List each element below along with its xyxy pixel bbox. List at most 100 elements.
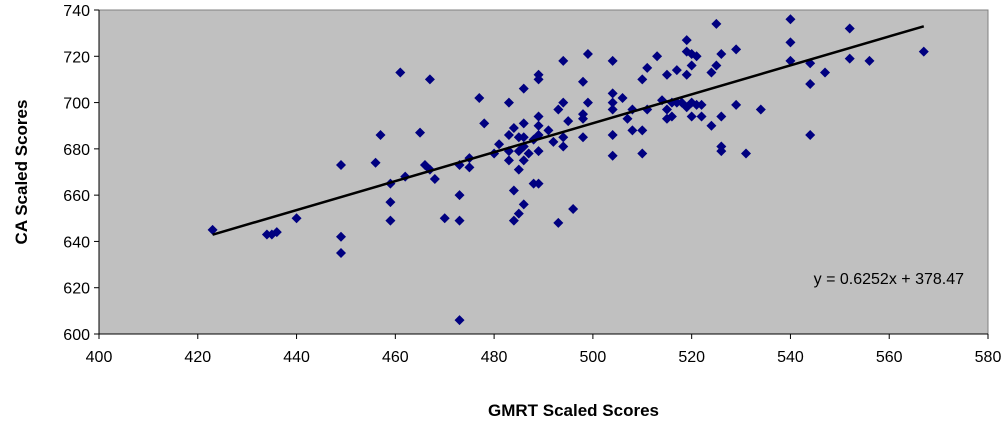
data-points	[207, 14, 929, 326]
data-point	[578, 76, 589, 87]
x-tick-label: 460	[382, 349, 409, 366]
data-point	[637, 125, 648, 136]
data-point	[479, 118, 490, 129]
data-point	[617, 92, 628, 103]
data-point	[563, 116, 574, 127]
data-point	[740, 148, 751, 159]
x-tick-label: 580	[975, 349, 1002, 366]
data-point	[681, 69, 692, 80]
data-point	[336, 231, 347, 242]
plot-area	[98, 9, 989, 335]
data-point	[454, 315, 465, 326]
data-point	[518, 132, 529, 143]
x-tick-label: 560	[876, 349, 903, 366]
data-point	[558, 55, 569, 66]
data-point	[716, 111, 727, 122]
data-point	[543, 125, 554, 136]
data-point	[454, 190, 465, 201]
data-point	[820, 67, 831, 78]
data-point	[513, 164, 524, 175]
data-point	[711, 18, 722, 29]
data-point	[711, 60, 722, 71]
data-point	[336, 160, 347, 171]
data-point	[513, 208, 524, 219]
x-tick-label: 420	[184, 349, 211, 366]
y-tick-label: 600	[63, 327, 90, 344]
data-point	[785, 14, 796, 25]
data-point	[518, 199, 529, 210]
data-point	[385, 215, 396, 226]
data-point	[533, 111, 544, 122]
data-point	[424, 74, 435, 85]
x-tick-label: 440	[283, 349, 310, 366]
y-tick-label: 660	[63, 188, 90, 205]
data-point	[503, 155, 514, 166]
data-point	[553, 217, 564, 228]
data-point	[508, 185, 519, 196]
data-point	[696, 111, 707, 122]
data-point	[568, 204, 579, 215]
data-point	[271, 227, 282, 238]
data-point	[607, 129, 618, 140]
y-tick-label: 700	[63, 96, 90, 113]
data-point	[918, 46, 929, 57]
x-tick-label: 480	[481, 349, 508, 366]
y-axis-title: CA Scaled Scores	[12, 100, 31, 245]
data-point	[533, 74, 544, 85]
data-point	[503, 129, 514, 140]
data-point	[652, 51, 663, 62]
data-point	[696, 99, 707, 110]
data-point	[415, 127, 426, 138]
y-tick-label: 680	[63, 142, 90, 159]
data-point	[607, 150, 618, 161]
data-point	[533, 146, 544, 157]
data-point	[375, 129, 386, 140]
data-point	[607, 55, 618, 66]
data-point	[494, 139, 505, 150]
data-point	[671, 65, 682, 76]
data-point	[661, 69, 672, 80]
y-tick-label: 620	[63, 281, 90, 298]
data-point	[805, 79, 816, 90]
data-point	[844, 53, 855, 64]
data-point	[637, 148, 648, 159]
data-point	[336, 248, 347, 258]
data-point	[607, 97, 618, 108]
data-point	[518, 83, 529, 94]
data-point	[706, 67, 717, 78]
data-point	[661, 104, 672, 115]
data-point	[716, 48, 727, 59]
data-point	[844, 23, 855, 34]
x-tick-label: 500	[580, 349, 607, 366]
data-point	[622, 113, 633, 124]
data-point	[691, 51, 702, 62]
data-point	[370, 157, 381, 168]
data-point	[686, 111, 697, 122]
data-point	[508, 215, 519, 226]
data-point	[627, 125, 638, 136]
data-point	[395, 67, 406, 78]
data-point	[666, 111, 677, 122]
data-point	[533, 120, 544, 131]
data-point	[474, 92, 485, 103]
data-point	[385, 197, 396, 208]
data-point	[508, 123, 519, 134]
data-point	[637, 74, 648, 85]
x-tick-label: 400	[86, 349, 113, 366]
data-point	[533, 178, 544, 189]
data-point	[523, 148, 534, 159]
data-point	[731, 44, 742, 55]
x-tick-label: 520	[678, 349, 705, 366]
data-point	[706, 120, 717, 131]
data-point	[548, 136, 559, 147]
data-point	[429, 173, 440, 184]
data-point	[582, 97, 593, 108]
data-point	[518, 155, 529, 166]
data-point	[503, 97, 514, 108]
data-point	[558, 132, 569, 143]
data-point	[439, 213, 450, 224]
data-point	[553, 104, 564, 115]
data-point	[558, 141, 569, 152]
data-point	[755, 104, 766, 115]
